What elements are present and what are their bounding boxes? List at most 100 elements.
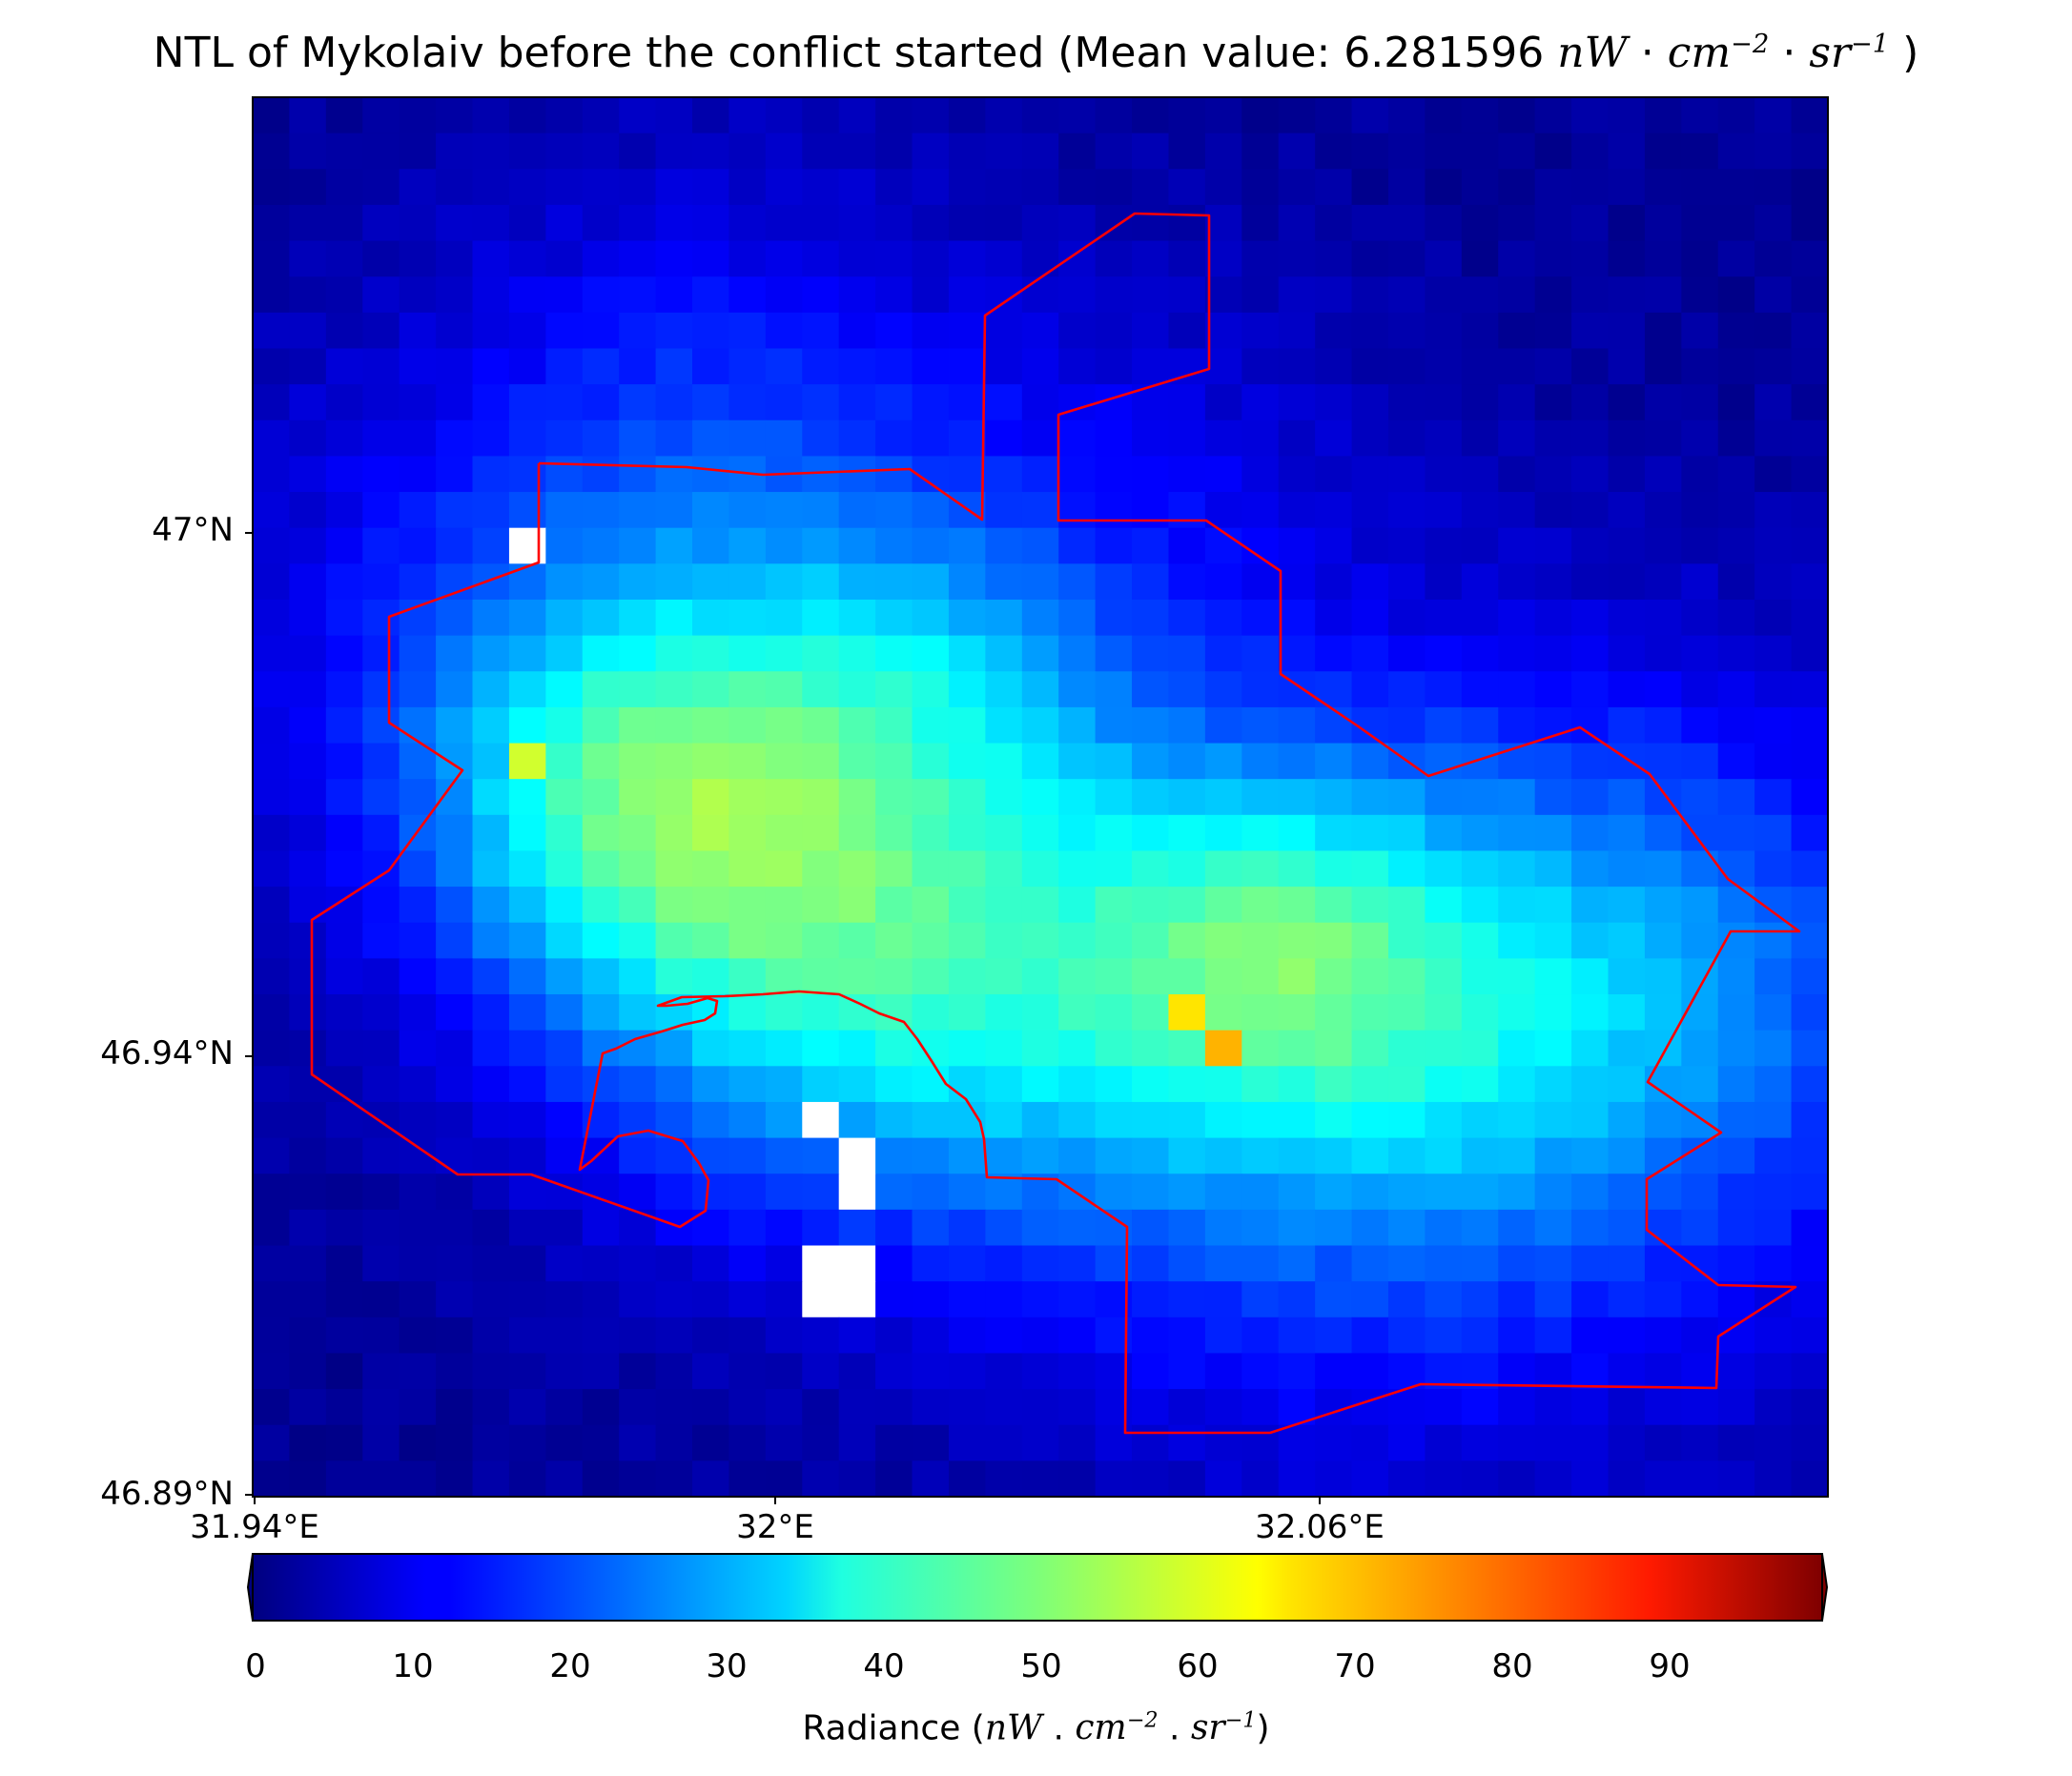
radiance-cell [472,1066,510,1103]
radiance-cell [1534,169,1572,206]
radiance-cell [1095,169,1133,206]
radiance-cell [1021,563,1059,601]
radiance-cell [1534,419,1572,458]
radiance-cell [1168,922,1206,959]
radiance-cell [1241,527,1280,564]
radiance-cell [1681,671,1719,708]
radiance-cell [1681,348,1719,385]
radiance-cell [289,1353,327,1390]
radiance-cell [289,743,327,780]
radiance-cell [508,958,546,995]
radiance-cell [948,419,986,458]
radiance-cell [1754,743,1793,780]
radiance-cell [1132,1174,1170,1211]
radiance-cell [1681,1137,1719,1174]
radiance-cell [1021,1317,1059,1355]
radiance-cell [912,1317,950,1355]
radiance-cell [692,743,730,780]
radiance-cell [802,276,840,314]
radiance-cell [655,706,693,745]
radiance-cell [1168,133,1206,170]
radiance-cell [728,1460,767,1497]
radiance-cell [1498,204,1536,242]
radiance-cell [1315,1137,1353,1174]
radiance-cell [1754,1101,1793,1139]
radiance-cell [1204,1137,1242,1174]
radiance-cell [985,456,1023,493]
radiance-cell [875,1137,913,1174]
radiance-cell [619,1317,657,1355]
radiance-cell [1387,419,1426,458]
radiance-cell [1534,1460,1572,1497]
radiance-cell [1644,1389,1682,1426]
radiance-cell [985,850,1023,888]
radiance-cell [1058,706,1097,745]
radiance-cell [545,348,584,385]
radiance-cell [1754,599,1793,637]
radiance-cell [728,276,767,314]
radiance-cell [1021,312,1059,350]
radiance-cell [1204,958,1242,995]
radiance-cell [582,276,620,314]
radiance-cell [765,276,803,314]
radiance-cell [728,1353,767,1390]
radiance-cell [1717,419,1755,458]
radiance-cell [692,1030,730,1067]
radiance-cell [472,850,510,888]
radiance-cell [1168,527,1206,564]
radiance-cell [399,527,437,564]
radiance-cell [875,312,913,350]
radiance-cell [362,1245,400,1282]
radiance-cell [1095,419,1133,458]
radiance-cell [1644,204,1682,242]
radiance-cell [1791,1137,1828,1174]
radiance-cell [692,1389,730,1426]
radiance-cell [802,169,840,206]
radiance-cell [436,419,474,458]
radiance-cell [1461,276,1499,314]
radiance-cell [728,204,767,242]
radiance-cell [508,922,546,959]
radiance-cell [692,133,730,170]
radiance-cell [1132,1424,1170,1461]
radiance-cell [582,492,620,529]
radiance-cell [1608,204,1646,242]
radiance-cell [948,994,986,1031]
radiance-cell [912,1245,950,1282]
radiance-cell [289,1245,327,1282]
radiance-cell [838,1209,876,1247]
radiance-cell [1681,1424,1719,1461]
radiance-cell [619,1066,657,1103]
radiance-cell [912,850,950,888]
radiance-cell [325,1101,363,1139]
radiance-cell [1315,1209,1353,1247]
radiance-cell [1425,1424,1463,1461]
radiance-cell [985,492,1023,529]
radiance-cell [289,706,327,745]
radiance-cell [1351,779,1389,816]
radiance-cell [1204,133,1242,170]
radiance-cell [1351,814,1389,852]
radiance-cell [1754,994,1793,1031]
radiance-cell [399,169,437,206]
radiance-cell [802,492,840,529]
radiance-cell [728,635,767,672]
radiance-cell [1571,492,1610,529]
radiance-cell [985,204,1023,242]
radiance-cell [253,671,291,708]
radiance-cell [508,240,546,277]
radiance-cell [1132,419,1170,458]
radiance-cell [1461,1174,1499,1211]
radiance-cell [1351,169,1389,206]
radiance-cell [362,635,400,672]
radiance-cell [692,1101,730,1139]
radiance-cell [1204,671,1242,708]
radiance-cell [1058,240,1097,277]
radiance-cell [362,1209,400,1247]
radiance-cell [802,958,840,995]
radiance-cell [1387,204,1426,242]
radiance-cell [1168,1424,1206,1461]
radiance-cell [1204,348,1242,385]
radiance-cell [1021,599,1059,637]
radiance-cell [1132,706,1170,745]
